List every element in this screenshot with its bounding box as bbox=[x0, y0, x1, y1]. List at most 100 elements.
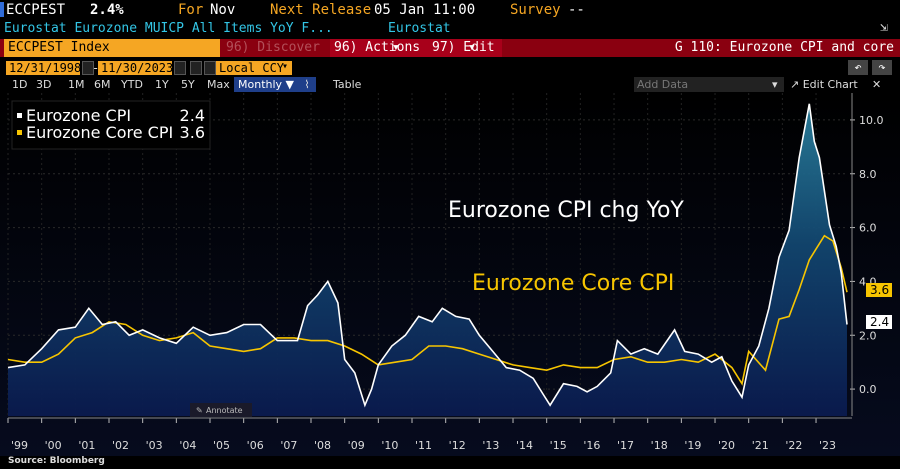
y-tick-label: 0.0 bbox=[859, 383, 877, 396]
x-tick-label: '08 bbox=[314, 439, 331, 452]
legend-core-value: 3.6 bbox=[180, 123, 205, 142]
cpi-line bbox=[7, 103, 848, 408]
end-date-field[interactable]: 11/30/2023 bbox=[98, 61, 173, 75]
date-settings-icon[interactable] bbox=[204, 61, 216, 75]
x-tick-label: '23 bbox=[819, 439, 836, 452]
x-tick-label: '09 bbox=[348, 439, 365, 452]
start-date-field[interactable]: 12/31/1998 bbox=[6, 61, 81, 75]
y-tick-label: 8.0 bbox=[859, 168, 877, 181]
cpi-last-label: 2.4 bbox=[870, 315, 889, 329]
series-lines bbox=[7, 103, 848, 408]
currency-select[interactable]: Local CCY bbox=[216, 61, 292, 75]
date-range-bar: 12/31/1998 - 11/30/2023 Local CCY ▾ ↶ ↷ bbox=[0, 60, 900, 76]
period-5y[interactable]: 5Y bbox=[181, 78, 195, 91]
y-tick-label: 6.0 bbox=[859, 222, 877, 235]
x-tick-label: '99 bbox=[11, 439, 28, 452]
period-1y[interactable]: 1Y bbox=[155, 78, 169, 91]
date-options-icon[interactable] bbox=[190, 61, 202, 75]
core-annotation: Eurozone Core CPI bbox=[472, 271, 674, 296]
y-tick-label: 2.0 bbox=[859, 329, 877, 342]
legend-box bbox=[11, 100, 211, 150]
next-release-label: Next Release bbox=[270, 2, 372, 18]
source-footnote: Source: Bloomberg bbox=[8, 456, 105, 466]
export-icon[interactable]: ⇲ bbox=[880, 20, 888, 35]
for-value: Nov bbox=[210, 2, 236, 18]
actions-chevron-icon: ▾ bbox=[392, 40, 400, 55]
legend-cpi-value: 2.4 bbox=[180, 106, 205, 125]
discover-menu[interactable]: 96) Discover bbox=[226, 40, 320, 55]
edit-chevron-icon: ▾ bbox=[468, 40, 476, 55]
ticker-marker bbox=[0, 2, 4, 17]
last-value: 2.4% bbox=[90, 2, 124, 18]
x-tick-label: '14 bbox=[516, 439, 533, 452]
cpi-area-fill bbox=[8, 103, 847, 417]
edit-chart-label: Edit Chart bbox=[802, 78, 858, 91]
redo-icon[interactable]: ↷ bbox=[872, 60, 892, 75]
x-tick-label: '21 bbox=[752, 439, 769, 452]
edit-menu[interactable]: 97) Edit bbox=[428, 39, 502, 57]
period-1m[interactable]: 1M bbox=[68, 78, 85, 91]
cpi-last-label-bg bbox=[866, 315, 892, 329]
x-tick-label: '02 bbox=[112, 439, 129, 452]
currency-chevron-icon: ▾ bbox=[282, 61, 289, 72]
legend-core-label: Eurozone Core CPI bbox=[26, 123, 173, 142]
annotate-pencil-icon: ✎ bbox=[196, 406, 203, 415]
x-tick-label: '12 bbox=[449, 439, 466, 452]
x-tick-label: '03 bbox=[146, 439, 163, 452]
edit-chart-button[interactable]: ↗ Edit Chart bbox=[790, 77, 858, 92]
end-calendar-icon[interactable] bbox=[174, 61, 186, 75]
survey-value: -- bbox=[568, 2, 585, 18]
x-tick-label: '15 bbox=[550, 439, 567, 452]
start-calendar-icon[interactable] bbox=[82, 61, 94, 75]
annotate-button[interactable]: ✎ Annotate bbox=[190, 403, 252, 417]
x-tick-label: '20 bbox=[718, 439, 735, 452]
cpi-area bbox=[8, 103, 847, 417]
x-tick-label: '10 bbox=[381, 439, 398, 452]
ticker-symbol[interactable]: ECCPEST bbox=[6, 2, 66, 18]
undo-icon[interactable]: ↶ bbox=[848, 60, 868, 75]
for-label: For bbox=[178, 2, 204, 18]
period-bar: 1D 3D 1M 6M YTD 1Y 5Y Max Monthly ▼ ⌇ Ta… bbox=[0, 77, 900, 92]
x-tick-label: '04 bbox=[179, 439, 196, 452]
table-button[interactable]: Table bbox=[333, 78, 362, 91]
cpi-annotation: Eurozone CPI chg YoY bbox=[448, 198, 684, 223]
actions-menu[interactable]: 96) Actions bbox=[330, 39, 430, 57]
security-field[interactable]: ECCPEST Index bbox=[4, 39, 220, 57]
legend-cpi-swatch bbox=[17, 113, 22, 118]
line-chart[interactable]: 0.02.04.06.08.010.0 '99'00'01'02'03'04'0… bbox=[0, 93, 900, 456]
x-tick-label: '06 bbox=[247, 439, 264, 452]
x-tick-label: '07 bbox=[280, 439, 297, 452]
x-tick-label: '05 bbox=[213, 439, 230, 452]
period-6m[interactable]: 6M bbox=[94, 78, 111, 91]
chart-name: G 110: Eurozone CPI and core bbox=[674, 40, 894, 55]
y-tick-label: 10.0 bbox=[859, 114, 884, 127]
x-tick-label: '00 bbox=[45, 439, 62, 452]
x-tick-label: '18 bbox=[651, 439, 668, 452]
command-bar: ECCPEST Index 96) Discover 96) Actions ▾… bbox=[0, 39, 900, 57]
x-tick-label: '13 bbox=[482, 439, 499, 452]
x-tick-label: '11 bbox=[415, 439, 432, 452]
core-last-label-bg bbox=[866, 283, 892, 297]
period-1d[interactable]: 1D bbox=[12, 78, 28, 91]
period-max[interactable]: Max bbox=[207, 78, 230, 91]
annotate-label: Annotate bbox=[206, 406, 243, 415]
period-3d[interactable]: 3D bbox=[36, 78, 52, 91]
x-tick-label: '19 bbox=[684, 439, 701, 452]
line-chart-icon[interactable]: ⌇ bbox=[298, 77, 316, 92]
x-tick-label: '01 bbox=[78, 439, 95, 452]
chart-menu-icon[interactable]: ✕ bbox=[872, 78, 882, 91]
data-source: Eurostat bbox=[388, 21, 451, 36]
frequency-label: Monthly bbox=[238, 78, 283, 91]
add-data-input[interactable]: Add Data bbox=[634, 77, 784, 92]
quote-header: ECCPEST 2.4% For Nov Next Release 05 Jan… bbox=[0, 0, 900, 20]
x-tick-label: '17 bbox=[617, 439, 634, 452]
edit-chart-chevron-icon: ↗ bbox=[790, 78, 803, 91]
x-axis: '99 '00 '01 '02 '03 '04 '05 '06 '07 '08 '09 '10 '11 '… bbox=[7, 417, 852, 452]
legend-core-swatch bbox=[17, 130, 22, 135]
core-last-label: 3.6 bbox=[870, 283, 889, 297]
last-value-labels: 3.6 2.4 bbox=[866, 283, 892, 329]
legend-cpi-label: Eurozone CPI bbox=[26, 106, 131, 125]
annotate-button-bg bbox=[190, 403, 252, 417]
frequency-select[interactable]: Monthly ▼ bbox=[234, 77, 299, 92]
period-ytd[interactable]: YTD bbox=[121, 78, 143, 91]
